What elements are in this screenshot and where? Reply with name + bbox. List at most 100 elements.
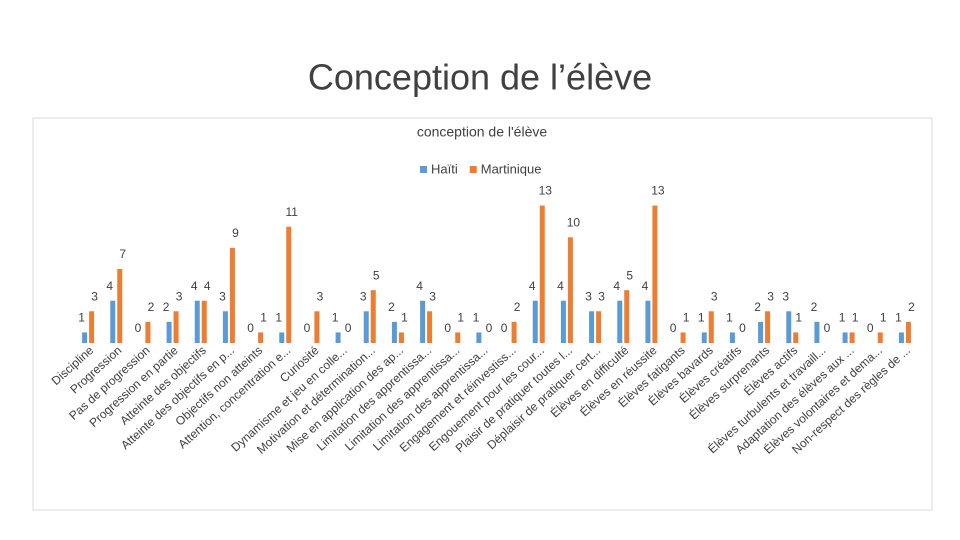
bar xyxy=(624,290,630,343)
value-label: 5 xyxy=(373,268,380,282)
bar xyxy=(286,226,292,343)
bar xyxy=(567,237,573,343)
value-label: 2 xyxy=(388,300,395,314)
value-label: 2 xyxy=(148,300,155,314)
bar xyxy=(701,332,707,343)
chart-frame xyxy=(32,117,933,511)
value-label: 2 xyxy=(754,300,761,314)
value-label: 0 xyxy=(247,321,254,335)
value-label: 1 xyxy=(473,311,480,325)
value-label: 1 xyxy=(401,311,408,325)
value-label: 4 xyxy=(416,279,423,293)
value-label: 2 xyxy=(811,300,818,314)
bar xyxy=(539,205,545,343)
value-label: 4 xyxy=(529,279,536,293)
value-label: 3 xyxy=(317,289,324,303)
value-label: 1 xyxy=(275,311,282,325)
value-label: 1 xyxy=(457,311,464,325)
legend-swatch xyxy=(420,166,427,173)
value-label: 1 xyxy=(260,311,267,325)
value-label: 0 xyxy=(345,321,352,335)
bar xyxy=(849,332,855,343)
bar xyxy=(370,290,376,343)
value-label: 0 xyxy=(135,321,142,335)
bar xyxy=(420,300,426,343)
value-label: 0 xyxy=(444,321,451,335)
value-label: 4 xyxy=(106,279,113,293)
bar xyxy=(201,300,207,343)
bar xyxy=(898,332,904,343)
bar xyxy=(145,321,151,343)
value-label: 0 xyxy=(304,321,311,335)
bar xyxy=(793,332,799,343)
value-label: 5 xyxy=(626,268,633,282)
value-label: 0 xyxy=(824,321,831,335)
value-label: 2 xyxy=(514,300,521,314)
bar xyxy=(758,321,764,343)
value-label: 9 xyxy=(232,226,239,240)
bar xyxy=(652,205,658,343)
value-label: 4 xyxy=(613,279,620,293)
bar xyxy=(511,321,517,343)
value-label: 11 xyxy=(286,205,299,219)
value-label: 1 xyxy=(78,311,85,325)
value-label: 2 xyxy=(908,300,915,314)
value-label: 4 xyxy=(191,279,198,293)
value-label: 4 xyxy=(557,279,564,293)
value-label: 0 xyxy=(670,321,677,335)
value-label: 1 xyxy=(795,311,802,325)
value-label: 0 xyxy=(867,321,874,335)
bar xyxy=(814,321,820,343)
slide-title: Conception de l’élève xyxy=(308,57,652,98)
value-label: 1 xyxy=(683,311,690,325)
bar xyxy=(194,300,200,343)
bar xyxy=(729,332,735,343)
value-label: 3 xyxy=(598,289,605,303)
bar xyxy=(877,332,883,343)
bar xyxy=(391,321,397,343)
bar xyxy=(110,300,116,343)
value-label: 0 xyxy=(739,321,746,335)
bar xyxy=(476,332,482,343)
value-label: 1 xyxy=(895,311,902,325)
bar xyxy=(786,311,792,343)
bar xyxy=(166,321,172,343)
value-label: 1 xyxy=(852,311,859,325)
bar xyxy=(363,311,369,343)
value-label: 7 xyxy=(119,247,126,261)
value-label: 10 xyxy=(567,215,581,229)
bar xyxy=(117,269,123,343)
bar xyxy=(82,332,88,343)
value-label: 1 xyxy=(880,311,887,325)
value-label: 13 xyxy=(651,184,665,198)
bar xyxy=(314,311,320,343)
bar xyxy=(765,311,771,343)
bar xyxy=(279,332,285,343)
legend-label: Martinique xyxy=(481,161,542,176)
bar xyxy=(589,311,595,343)
bar xyxy=(229,247,235,343)
value-label: 1 xyxy=(332,311,339,325)
bar xyxy=(222,311,228,343)
value-label: 4 xyxy=(642,279,649,293)
bar xyxy=(905,321,911,343)
value-label: 0 xyxy=(501,321,508,335)
value-label: 3 xyxy=(360,289,367,303)
legend-swatch xyxy=(469,166,477,173)
bar xyxy=(842,332,848,343)
bar xyxy=(398,332,404,343)
bar xyxy=(645,300,651,343)
bar xyxy=(680,332,686,343)
value-label: 3 xyxy=(176,289,183,303)
legend-label: Haïti xyxy=(431,161,458,176)
value-label: 1 xyxy=(726,311,733,325)
bar xyxy=(708,311,714,343)
value-label: 1 xyxy=(839,311,846,325)
bar xyxy=(455,332,461,343)
bar xyxy=(258,332,264,343)
value-label: 2 xyxy=(163,300,170,314)
bar xyxy=(89,311,95,343)
bar xyxy=(560,300,566,343)
bar xyxy=(427,311,433,343)
